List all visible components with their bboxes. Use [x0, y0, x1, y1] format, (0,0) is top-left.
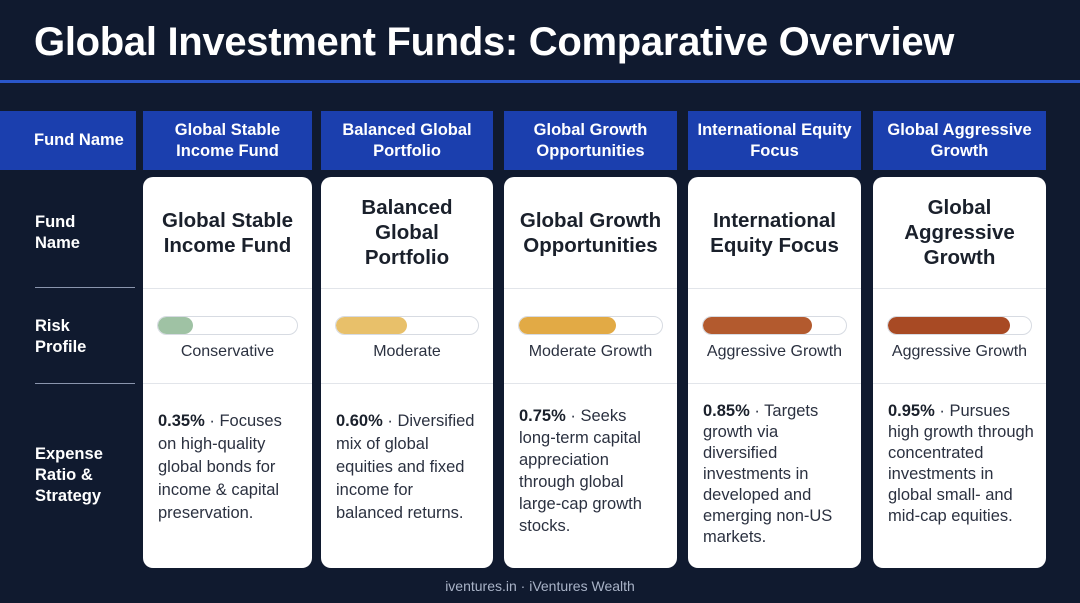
- header-column-1: Global Stable Income Fund: [143, 111, 312, 170]
- risk-label: Moderate: [373, 343, 441, 360]
- card-divider: [688, 288, 861, 289]
- card-divider: [873, 383, 1046, 384]
- strategy-text: · Seeks long-term capital appreciation t…: [519, 407, 642, 535]
- card-divider: [504, 288, 677, 289]
- expense-ratio: 0.95%: [888, 402, 935, 420]
- row-label-expense-strategy: Expense Ratio & Strategy: [35, 445, 103, 505]
- fund-strategy: 0.95% · Pursues high growth through conc…: [888, 401, 1036, 527]
- card-divider: [143, 288, 312, 289]
- header-column-3: Global Growth Opportunities: [504, 111, 677, 170]
- fund-name: Balanced Global Portfolio: [361, 196, 453, 269]
- risk-meter-fill: [336, 317, 407, 334]
- fund-strategy: 0.35% · Focuses on high-quality global b…: [158, 410, 302, 525]
- card-divider: [504, 383, 677, 384]
- risk-meter-fill: [703, 317, 812, 334]
- row-divider: [35, 383, 135, 384]
- risk-label: Aggressive Growth: [706, 343, 843, 360]
- expense-ratio: 0.35%: [158, 412, 205, 430]
- footer-credit: iventures.in · iVentures Wealth: [445, 578, 635, 594]
- strategy-text: · Targets growth via diversified investm…: [703, 402, 833, 546]
- card-divider: [873, 288, 1046, 289]
- row-label-fund-name: Fund Name: [35, 213, 80, 252]
- header-column-5: Global Aggressive Growth: [873, 111, 1046, 170]
- fund-card: Balanced Global Portfolio Moderate 0.60%…: [321, 177, 493, 568]
- risk-meter-fill: [519, 317, 617, 334]
- risk-meter: [335, 316, 479, 335]
- fund-name: Global Growth Opportunities: [519, 208, 662, 257]
- strategy-text: · Diversified mix of global equities and…: [336, 412, 475, 522]
- expense-ratio: 0.60%: [336, 412, 383, 430]
- fund-card: Global Aggressive Growth Aggressive Grow…: [873, 177, 1046, 568]
- risk-meter: [702, 316, 847, 335]
- risk-meter: [157, 316, 298, 335]
- card-divider: [321, 288, 493, 289]
- risk-label: Conservative: [180, 343, 275, 360]
- fund-card: Global Stable Income Fund Conservative 0…: [143, 177, 312, 568]
- header-column-4: International Equity Focus: [688, 111, 861, 170]
- fund-strategy: 0.85% · Targets growth via diversified i…: [703, 401, 851, 548]
- fund-card: International Equity Focus Aggressive Gr…: [688, 177, 861, 568]
- card-divider: [688, 383, 861, 384]
- risk-meter: [887, 316, 1032, 335]
- fund-strategy: 0.75% · Seeks long-term capital apprecia…: [519, 405, 667, 537]
- expense-ratio: 0.75%: [519, 407, 566, 425]
- page-title: Global Investment Funds: Comparative Ove…: [34, 20, 955, 64]
- fund-strategy: 0.60% · Diversified mix of global equiti…: [336, 410, 483, 525]
- row-label-risk-profile: Risk Profile: [35, 317, 87, 356]
- fund-card: Global Growth Opportunities Moderate Gro…: [504, 177, 677, 568]
- fund-name: Global Stable Income Fund: [162, 208, 293, 257]
- risk-label: Aggressive Growth: [891, 343, 1028, 360]
- card-divider: [321, 383, 493, 384]
- expense-ratio: 0.85%: [703, 402, 750, 420]
- risk-meter: [518, 316, 663, 335]
- row-divider: [35, 287, 135, 288]
- header-fund-name-label: Fund Name: [0, 111, 136, 170]
- risk-label: Moderate Growth: [528, 343, 653, 360]
- strategy-text: · Focuses on high-quality global bonds f…: [158, 412, 282, 522]
- risk-meter-fill: [888, 317, 1010, 334]
- title-divider: [0, 80, 1080, 83]
- card-divider: [143, 383, 312, 384]
- fund-name: Global Aggressive Growth: [904, 196, 1015, 269]
- header-column-2: Balanced Global Portfolio: [321, 111, 493, 170]
- risk-meter-fill: [158, 317, 193, 334]
- fund-name: International Equity Focus: [710, 208, 839, 257]
- strategy-text: · Pursues high growth through concentrat…: [888, 402, 1034, 525]
